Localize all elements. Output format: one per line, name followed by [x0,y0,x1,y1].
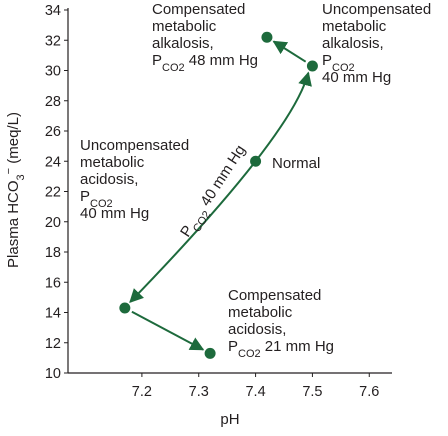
annotation-sub: CO2 [238,348,261,360]
annotation: Compensated [228,287,321,304]
annotation: Normal [272,155,320,172]
y-axis-label-part: (meq/L) [5,112,22,168]
y-axis-label: Plasma HCO3− (meq/L) [3,112,27,268]
x-axis-label: pH [220,411,239,428]
annotation-part: 48 mm Hg [185,52,258,69]
annotation-sub: CO2 [191,209,213,235]
y-axis-label-part: 3 [15,174,27,180]
arrow [131,310,205,351]
y-tick-label: 26 [45,124,61,140]
annotation: 40 mm Hg [322,69,391,86]
y-tick-label: 18 [45,245,61,261]
annotation: alkalosis, [152,35,214,52]
annotation-part: 21 mm Hg [261,338,334,355]
annotation-part: P [152,52,162,69]
annotation: metabolic [80,154,145,171]
data-point [119,302,131,314]
y-tick-label: 10 [45,366,61,382]
y-tick-label: 22 [45,185,61,201]
annotation: alkalosis, [322,35,384,52]
annotation: Compensated [152,1,245,18]
x-tick-label: 7.3 [189,384,209,400]
y-tick-label: 28 [45,94,61,110]
y-tick-label: 20 [45,215,61,231]
data-point [250,155,262,167]
annotation: PCO2 [322,52,355,74]
data-point [204,347,216,359]
annotation: Uncompensated [80,137,189,154]
curve-label: PCO2 40 mm Hg [177,142,253,243]
x-tick-label: 7.5 [302,384,322,400]
y-tick-label: 16 [45,275,61,291]
y-tick-label: 24 [45,154,61,170]
y-tick-label: 14 [45,306,61,322]
annotation-sub: CO2 [162,62,185,74]
annotation: PCO2 21 mm Hg [228,338,334,360]
y-axis-label-part: − [3,168,15,174]
y-tick-label: 30 [45,64,61,80]
annotation: Uncompensated [322,1,431,18]
annotation-part: P [322,52,332,69]
annotation-part: P [228,338,238,355]
annotation: PCO2 [80,188,113,210]
annotation-sub: CO2 [90,198,113,210]
annotation: metabolic [228,304,293,321]
x-tick-label: 7.2 [132,384,152,400]
annotation-part: P [80,188,90,205]
annotation: PCO2 48 mm Hg [152,52,258,74]
data-point [306,60,318,72]
x-tick-label: 7.4 [245,384,265,400]
y-tick-label: 34 [45,3,61,19]
annotation-sub: CO2 [332,62,355,74]
annotation: metabolic [152,18,217,35]
arrow [272,40,307,63]
annotation: metabolic [322,18,387,35]
x-tick-label: 7.6 [359,384,379,400]
annotation: acidosis, [228,321,286,338]
data-point [261,31,273,43]
y-tick-label: 12 [45,336,61,352]
y-axis-label-part: Plasma HCO [5,180,22,268]
annotation: acidosis, [80,171,138,188]
annotation: 40 mm Hg [80,205,149,222]
y-tick-label: 32 [45,33,61,49]
